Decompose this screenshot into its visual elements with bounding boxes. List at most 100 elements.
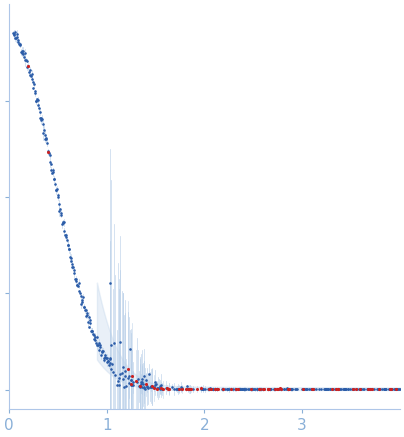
Point bbox=[210, 386, 217, 393]
Point bbox=[36, 105, 42, 112]
Point bbox=[303, 386, 310, 393]
Point bbox=[143, 381, 149, 388]
Point bbox=[207, 385, 213, 392]
Point bbox=[72, 275, 79, 282]
Point bbox=[294, 386, 300, 393]
Point bbox=[20, 48, 27, 55]
Point bbox=[46, 151, 53, 158]
Point bbox=[114, 382, 121, 389]
Point bbox=[32, 88, 38, 95]
Point bbox=[381, 386, 387, 393]
Point bbox=[259, 385, 266, 392]
Point bbox=[198, 385, 204, 392]
Point bbox=[40, 120, 46, 127]
Point bbox=[18, 49, 25, 56]
Point bbox=[364, 386, 371, 393]
Point bbox=[162, 384, 169, 391]
Point bbox=[283, 385, 290, 392]
Point bbox=[267, 386, 273, 393]
Point bbox=[69, 264, 75, 271]
Point bbox=[148, 382, 154, 389]
Point bbox=[38, 115, 44, 122]
Point bbox=[303, 386, 309, 393]
Point bbox=[341, 386, 347, 393]
Point bbox=[278, 386, 284, 393]
Point bbox=[84, 312, 90, 319]
Point bbox=[242, 386, 248, 393]
Point bbox=[285, 386, 292, 393]
Point bbox=[30, 84, 37, 91]
Point bbox=[141, 384, 147, 391]
Point bbox=[323, 386, 329, 393]
Point bbox=[95, 341, 101, 348]
Point bbox=[248, 385, 255, 392]
Point bbox=[89, 327, 96, 334]
Point bbox=[75, 282, 81, 289]
Point bbox=[291, 386, 298, 393]
Point bbox=[86, 319, 93, 326]
Point bbox=[331, 386, 338, 393]
Point bbox=[324, 386, 330, 393]
Point bbox=[386, 386, 393, 393]
Point bbox=[67, 255, 74, 262]
Point bbox=[17, 42, 23, 49]
Point bbox=[321, 386, 327, 393]
Point bbox=[122, 367, 128, 374]
Point bbox=[322, 386, 329, 393]
Point bbox=[345, 386, 351, 393]
Point bbox=[48, 161, 54, 168]
Point bbox=[128, 372, 135, 379]
Point bbox=[187, 386, 194, 393]
Point bbox=[85, 313, 92, 320]
Point bbox=[330, 386, 336, 393]
Point bbox=[274, 386, 281, 393]
Point bbox=[366, 386, 373, 393]
Point bbox=[151, 385, 157, 392]
Point bbox=[76, 287, 82, 294]
Point bbox=[36, 108, 43, 115]
Point bbox=[175, 385, 181, 392]
Point bbox=[379, 386, 385, 393]
Point bbox=[16, 41, 22, 48]
Point bbox=[158, 382, 164, 389]
Point bbox=[357, 386, 364, 393]
Point bbox=[90, 336, 97, 343]
Point bbox=[33, 98, 40, 105]
Point bbox=[38, 117, 45, 124]
Point bbox=[127, 377, 134, 384]
Point bbox=[100, 347, 106, 354]
Point bbox=[322, 386, 328, 393]
Point bbox=[69, 260, 76, 267]
Point bbox=[29, 71, 36, 78]
Point bbox=[22, 49, 29, 56]
Point bbox=[50, 168, 57, 175]
Point bbox=[198, 386, 204, 393]
Point bbox=[23, 56, 29, 63]
Point bbox=[127, 346, 133, 353]
Point bbox=[148, 383, 155, 390]
Point bbox=[261, 385, 267, 392]
Point bbox=[34, 97, 41, 104]
Point bbox=[102, 353, 109, 360]
Point bbox=[271, 386, 278, 393]
Point bbox=[10, 32, 17, 39]
Point bbox=[21, 53, 27, 60]
Point bbox=[287, 385, 294, 392]
Point bbox=[257, 386, 263, 393]
Point bbox=[47, 159, 53, 166]
Point bbox=[342, 386, 348, 393]
Point bbox=[126, 379, 132, 386]
Point bbox=[73, 277, 80, 284]
Point bbox=[28, 76, 35, 83]
Point bbox=[353, 386, 360, 393]
Point bbox=[289, 386, 296, 393]
Point bbox=[300, 386, 307, 393]
Point bbox=[136, 383, 143, 390]
Point bbox=[208, 385, 215, 392]
Point bbox=[286, 386, 292, 393]
Point bbox=[344, 385, 351, 392]
Point bbox=[77, 289, 83, 296]
Point bbox=[10, 30, 16, 37]
Point bbox=[52, 180, 58, 187]
Point bbox=[79, 298, 86, 305]
